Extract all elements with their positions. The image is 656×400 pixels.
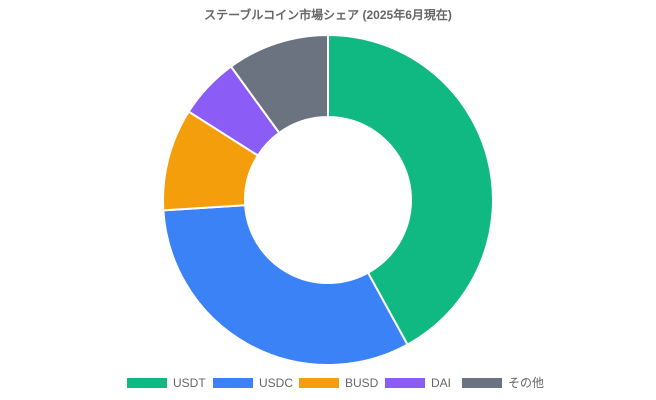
legend-swatch[interactable] [213,378,253,388]
doughnut-segment [327,33,494,346]
legend-label[interactable]: USDT [173,376,206,390]
doughnut-segment [229,33,329,135]
legend-swatch[interactable] [385,378,425,388]
legend-label[interactable]: DAI [431,376,451,390]
legend-label[interactable]: USDC [259,376,293,390]
legend-swatch[interactable] [127,378,167,388]
legend-label[interactable]: BUSD [345,376,379,390]
legend-label[interactable]: その他 [508,376,544,390]
legend-swatch[interactable] [299,378,339,388]
doughnut-segment [162,204,409,366]
chart-title: ステーブルコイン市場シェア (2025年6月現在) [204,7,452,22]
legend-swatch[interactable] [462,378,502,388]
